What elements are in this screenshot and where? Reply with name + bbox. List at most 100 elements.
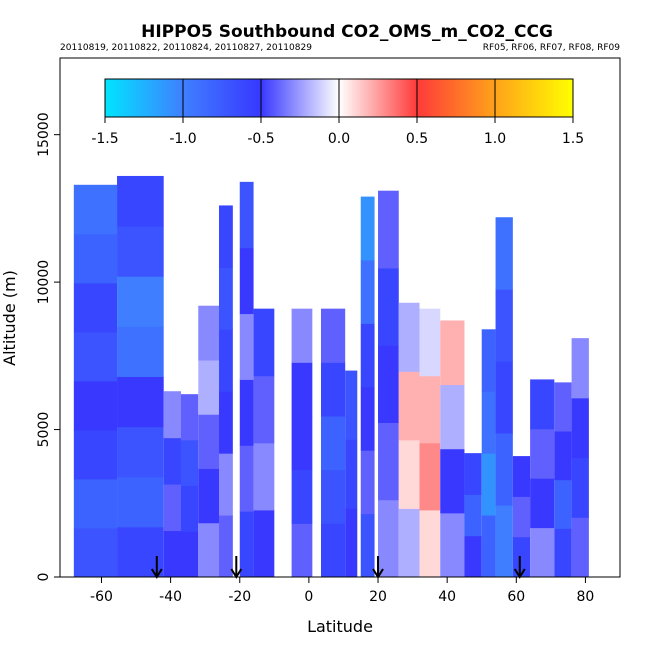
colorbar-tick-label: 0.0	[328, 131, 350, 147]
heatmap-cell	[481, 515, 496, 578]
colorbar-tick-label: -0.5	[247, 131, 274, 147]
heatmap-cell	[398, 302, 420, 372]
heatmap-cell	[512, 536, 531, 578]
heatmap-cell	[320, 308, 346, 363]
heatmap-cell	[378, 499, 399, 578]
heatmap-cell	[180, 485, 199, 532]
y-tick-label: 0	[36, 573, 52, 582]
x-tick-label: 80	[577, 589, 595, 605]
colorbar-tick-label: 1.5	[562, 131, 584, 147]
heatmap-cell	[239, 379, 254, 446]
heatmap-cell	[530, 379, 555, 430]
heatmap-cell	[198, 468, 220, 524]
heatmap-cell	[198, 522, 220, 578]
heatmap-cell	[419, 375, 441, 444]
x-tick-label: 20	[369, 589, 387, 605]
y-axis: 0 5000 10000 15000	[36, 112, 60, 581]
heatmap-cell	[360, 450, 375, 515]
heatmap-cell	[495, 361, 513, 434]
heatmap-cell	[163, 484, 181, 532]
heatmap-cell	[512, 496, 531, 538]
heatmap-cell	[360, 513, 375, 578]
heatmap-cell	[378, 422, 399, 501]
y-tick-label: 5000	[36, 412, 52, 448]
heatmap-cell	[291, 469, 313, 524]
heatmap-cell	[360, 196, 375, 261]
heatmap-cell	[239, 313, 254, 380]
heatmap-cell	[320, 362, 346, 417]
heatmap-cell	[253, 509, 275, 578]
heatmap-cell	[117, 476, 164, 528]
heatmap-cell	[73, 380, 118, 431]
heatmap-cell	[495, 433, 513, 506]
colorbar-tick-label: 1.0	[484, 131, 506, 147]
heatmap-cell	[481, 329, 496, 392]
heatmap-cell	[117, 276, 164, 327]
heatmap-cell	[571, 397, 589, 459]
y-tick-label: 10000	[36, 260, 52, 305]
heatmap-cell	[345, 508, 358, 578]
heatmap-cell	[554, 479, 572, 529]
chart-subtitle-flights: RF05, RF06, RF07, RF08, RF09	[483, 43, 621, 53]
heatmap-cell	[530, 428, 555, 479]
heatmap-cell	[320, 469, 346, 524]
colorbar-tick-label: -1.5	[91, 131, 118, 147]
heatmap-cell	[163, 391, 181, 439]
heatmap-cell	[117, 376, 164, 428]
heatmap-cell	[495, 289, 513, 362]
heatmap-cell	[291, 523, 313, 578]
heatmap-cell	[219, 329, 233, 392]
heatmap-cell	[320, 523, 346, 578]
heatmap-cell	[219, 391, 233, 454]
heatmap-cell	[239, 247, 254, 315]
heatmap-cell	[464, 494, 482, 537]
heatmap-cell	[440, 512, 465, 578]
heatmap-cell	[239, 511, 254, 578]
heatmap-cell	[495, 217, 513, 290]
heatmap-cell	[163, 530, 181, 578]
heatmap-cell	[73, 331, 118, 382]
heatmap-cell	[481, 391, 496, 454]
x-tick-label: 40	[438, 589, 456, 605]
x-axis-label: Latitude	[307, 617, 373, 636]
heatmap-cell	[219, 515, 233, 578]
heatmap-cell	[571, 338, 589, 399]
heatmap-cell	[180, 394, 199, 441]
heatmap-cell	[378, 267, 399, 346]
heatmap-cell	[291, 415, 313, 471]
heatmap-cell	[73, 233, 118, 284]
heatmap-cell	[378, 345, 399, 423]
heatmap-cell	[219, 205, 233, 268]
heatmap-cell	[219, 453, 233, 516]
heatmap-cell	[291, 308, 313, 363]
heatmap-cell	[253, 375, 275, 444]
heatmap-cell	[219, 267, 233, 330]
heatmap-cell	[419, 442, 441, 511]
heatmap-cell	[360, 386, 375, 451]
heatmap-cell	[481, 453, 496, 516]
heatmap-cell	[73, 184, 118, 235]
heatmap-cell	[180, 531, 199, 578]
heatmap-cell	[117, 426, 164, 478]
heatmap-cell	[117, 226, 164, 277]
heatmap-cell	[73, 282, 118, 333]
chart-subtitle-dates: 20110819, 20110822, 20110824, 20110827, …	[60, 43, 312, 53]
x-axis: -60 -40 -20 0 20 40 60 80	[90, 577, 594, 605]
heatmap-layer	[73, 175, 589, 578]
heatmap-cell	[440, 384, 465, 450]
heatmap-cell	[163, 437, 181, 485]
heatmap-cell	[554, 431, 572, 481]
heatmap-cell	[530, 527, 555, 578]
y-axis-label: Altitude (m)	[0, 270, 19, 366]
heatmap-cell	[180, 439, 199, 487]
heatmap-cell	[117, 326, 164, 377]
heatmap-cell	[512, 456, 531, 497]
y-tick-label: 15000	[36, 112, 52, 157]
heatmap-cell	[554, 528, 572, 578]
heatmap-cell	[571, 457, 589, 518]
heatmap-cell	[345, 439, 358, 509]
heatmap-cell	[291, 362, 313, 417]
heatmap-cell	[464, 535, 482, 578]
heatmap-cell	[378, 190, 399, 269]
heatmap-cell	[495, 505, 513, 578]
